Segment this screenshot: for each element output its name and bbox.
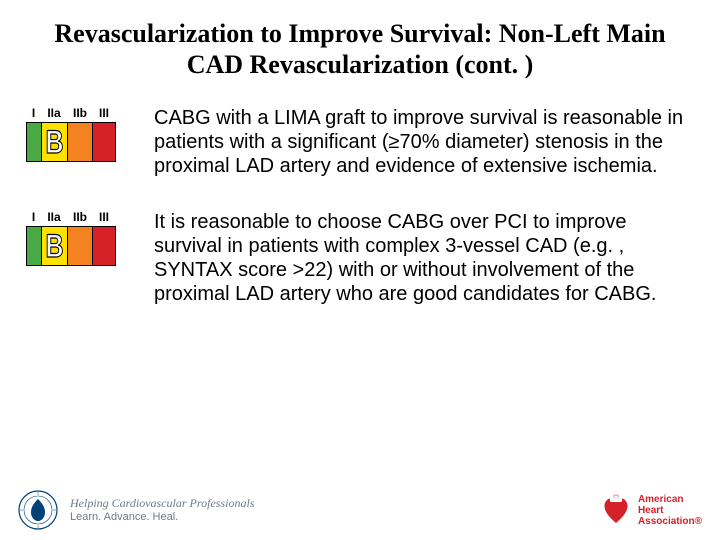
recommendation-row: I IIa IIb III B It is reasonable to choo… [30, 210, 690, 306]
aha-line3: Association® [638, 516, 702, 527]
footer: Helping Cardiovascular Professionals Lea… [18, 490, 702, 530]
cell-I [27, 227, 42, 265]
recommendation-text: It is reasonable to choose CABG over PCI… [146, 210, 690, 306]
cell-I [27, 123, 42, 161]
cell-IIb [68, 227, 94, 265]
label-IIa: IIa [41, 210, 67, 224]
label-I: I [26, 106, 41, 120]
class-bar: B [26, 122, 116, 162]
aha-heart-icon [600, 493, 632, 527]
cell-IIb [68, 123, 94, 161]
slide: Revascularization to Improve Survival: N… [0, 0, 720, 540]
label-I: I [26, 210, 41, 224]
cell-III [93, 227, 115, 265]
cell-IIa: B [42, 123, 68, 161]
slide-title: Revascularization to Improve Survival: N… [30, 18, 690, 80]
label-III: III [93, 210, 115, 224]
aha-line1: American [638, 494, 702, 505]
tagline-line2: Learn. Advance. Heal. [70, 511, 254, 525]
acc-logo-icon [18, 490, 58, 530]
class-indicator: I IIa IIb III B [26, 210, 146, 266]
class-bar: B [26, 226, 116, 266]
aha-line2: Heart [638, 505, 702, 516]
cell-III [93, 123, 115, 161]
evidence-level-mark: B [45, 230, 63, 262]
label-III: III [93, 106, 115, 120]
footer-left: Helping Cardiovascular Professionals Lea… [18, 490, 254, 530]
class-indicator: I IIa IIb III B [26, 106, 146, 162]
aha-logo: American Heart Association® [600, 493, 702, 527]
evidence-level-mark: B [45, 126, 63, 158]
label-IIb: IIb [67, 106, 93, 120]
class-labels: I IIa IIb III [26, 210, 146, 224]
label-IIb: IIb [67, 210, 93, 224]
recommendation-row: I IIa IIb III B CABG with a LIMA graft t… [30, 106, 690, 178]
label-IIa: IIa [41, 106, 67, 120]
aha-text: American Heart Association® [638, 494, 702, 527]
tagline: Helping Cardiovascular Professionals Lea… [70, 496, 254, 525]
class-labels: I IIa IIb III [26, 106, 146, 120]
cell-IIa: B [42, 227, 68, 265]
tagline-line1: Helping Cardiovascular Professionals [70, 496, 254, 511]
recommendation-text: CABG with a LIMA graft to improve surviv… [146, 106, 690, 178]
